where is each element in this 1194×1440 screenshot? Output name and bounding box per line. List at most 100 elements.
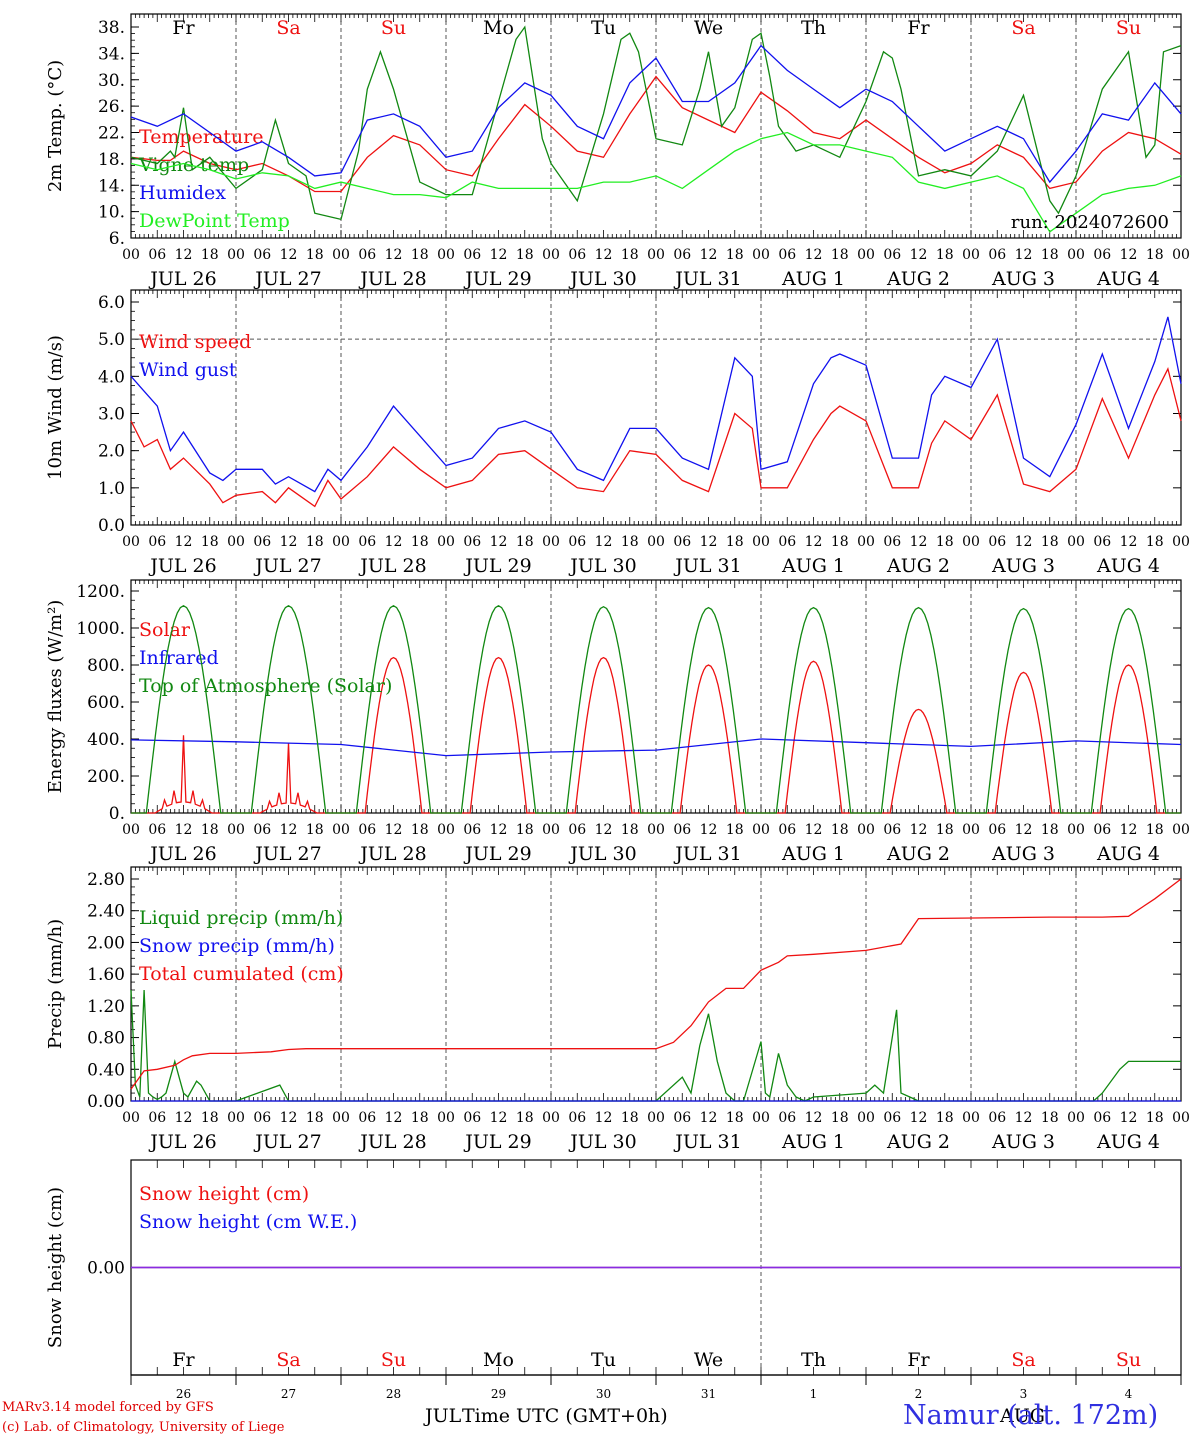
energy-hour-label: 12 <box>910 822 928 838</box>
bottom-day-number: 4 <box>1125 1387 1133 1401</box>
precip-hour-label: 12 <box>910 1110 928 1126</box>
wind-day-label: JUL 26 <box>148 555 216 577</box>
wind-y-tick-label: 6.0 <box>98 293 125 313</box>
energy-hour-label: 12 <box>385 822 403 838</box>
precip-day-label: AUG 3 <box>991 1131 1055 1153</box>
energy-y-tick-label: 0. <box>109 804 125 824</box>
temp-hour-label: 18 <box>621 247 639 263</box>
wind-hour-label: 12 <box>385 534 403 550</box>
energy-hour-label: 18 <box>411 822 429 838</box>
energy-y-tick-label: 400. <box>87 730 125 750</box>
wind-hour-label: 00 <box>1172 534 1190 550</box>
wind-y-tick-label: 3.0 <box>98 405 125 425</box>
wind-day-label: AUG 4 <box>1096 555 1160 577</box>
temp-series-line <box>130 131 1182 233</box>
wind-hour-label: 18 <box>831 534 849 550</box>
wind-hour-label: 12 <box>910 534 928 550</box>
precip-day-label: JUL 27 <box>253 1131 321 1153</box>
temp-hour-label: 06 <box>673 247 691 263</box>
temp-y-tick-label: 30. <box>98 71 125 91</box>
energy-hour-label: 18 <box>726 822 744 838</box>
precip-hour-label: 00 <box>227 1110 245 1126</box>
snow-weekday-label: Mo <box>483 1349 514 1371</box>
snow-weekday-label: Sa <box>1011 1349 1035 1371</box>
wind-legend-entry: Wind speed <box>139 331 251 353</box>
energy-hour-label: 06 <box>568 822 586 838</box>
precip-y-tick-label: 1.20 <box>87 997 125 1017</box>
temp-day-label: AUG 4 <box>1096 268 1160 290</box>
precip-hour-label: 18 <box>201 1110 219 1126</box>
precip-hour-label: 18 <box>621 1110 639 1126</box>
precip-legend-entry: Liquid precip (mm/h) <box>139 907 343 929</box>
precip-hour-label: 00 <box>542 1110 560 1126</box>
bottom-day-number: 27 <box>281 1387 296 1401</box>
snow-y-tick-label: 0.00 <box>87 1259 125 1279</box>
temp-hour-label: 00 <box>1172 247 1190 263</box>
temp-hour-label: 12 <box>700 247 718 263</box>
wind-hour-label: 18 <box>1146 534 1164 550</box>
wind-hour-label: 12 <box>280 534 298 550</box>
precip-y-tick-label: 0.00 <box>87 1092 125 1112</box>
precip-hour-label: 18 <box>936 1110 954 1126</box>
temp-hour-label: 18 <box>516 247 534 263</box>
weekday-label: Th <box>801 17 826 39</box>
temp-hour-label: 18 <box>1146 247 1164 263</box>
precip-hour-label: 06 <box>673 1110 691 1126</box>
precip-hour-label: 18 <box>306 1110 324 1126</box>
snow-weekday-label: We <box>694 1349 723 1371</box>
precip-hour-label: 12 <box>700 1110 718 1126</box>
credit-line-1: MARv3.14 model forced by GFS <box>2 1400 214 1415</box>
temp-hour-label: 18 <box>201 247 219 263</box>
precip-hour-label: 12 <box>385 1110 403 1126</box>
temp-day-label: JUL 30 <box>568 268 636 290</box>
snow-legend-entry: Snow height (cm W.E.) <box>139 1211 357 1233</box>
energy-hour-label: 12 <box>280 822 298 838</box>
energy-hour-label: 00 <box>1067 822 1085 838</box>
precip-day-label: JUL 31 <box>673 1131 741 1153</box>
energy-hour-label: 18 <box>201 822 219 838</box>
temp-hour-label: 18 <box>1041 247 1059 263</box>
temp-hour-label: 18 <box>411 247 429 263</box>
precip-hour-label: 18 <box>1041 1110 1059 1126</box>
precip-hour-label: 00 <box>1172 1110 1190 1126</box>
temp-hour-label: 12 <box>490 247 508 263</box>
temp-hour-label: 18 <box>726 247 744 263</box>
snow-weekday-label: Th <box>801 1349 826 1371</box>
wind-hour-label: 12 <box>805 534 823 550</box>
temp-hour-label: 00 <box>542 247 560 263</box>
energy-series-line <box>130 738 1182 757</box>
precip-hour-label: 12 <box>175 1110 193 1126</box>
bottom-day-number: 2 <box>915 1387 923 1401</box>
temp-y-tick-label: 6. <box>109 229 125 249</box>
precip-day-label: AUG 4 <box>1096 1131 1160 1153</box>
energy-hour-label: 06 <box>253 822 271 838</box>
station-label: Namur (alt. 172m) <box>903 1400 1159 1431</box>
precip-hour-label: 00 <box>962 1110 980 1126</box>
precip-hour-label: 06 <box>883 1110 901 1126</box>
weekday-label: Su <box>1116 17 1141 39</box>
precip-hour-label: 06 <box>463 1110 481 1126</box>
energy-y-tick-label: 1000. <box>76 619 125 639</box>
wind-day-label: JUL 29 <box>463 555 531 577</box>
temp-day-label: JUL 29 <box>463 268 531 290</box>
temp-y-tick-label: 14. <box>98 176 125 196</box>
snow-weekday-label: Tu <box>591 1349 616 1371</box>
energy-hour-label: 06 <box>463 822 481 838</box>
wind-day-label: AUG 2 <box>886 555 950 577</box>
temp-hour-label: 18 <box>831 247 849 263</box>
bottom-day-number: 3 <box>1020 1387 1028 1401</box>
energy-hour-label: 18 <box>1041 822 1059 838</box>
energy-hour-label: 12 <box>175 822 193 838</box>
precip-hour-label: 06 <box>148 1110 166 1126</box>
wind-hour-label: 18 <box>411 534 429 550</box>
energy-hour-label: 06 <box>778 822 796 838</box>
wind-hour-label: 12 <box>595 534 613 550</box>
temp-hour-label: 06 <box>148 247 166 263</box>
temp-y-tick-label: 26. <box>98 97 125 117</box>
temp-hour-label: 00 <box>857 247 875 263</box>
temp-y-tick-label: 38. <box>98 18 125 38</box>
energy-day-label: JUL 28 <box>358 843 426 865</box>
temp-hour-label: 00 <box>1067 247 1085 263</box>
energy-hour-label: 00 <box>227 822 245 838</box>
weekday-label: Su <box>381 17 406 39</box>
